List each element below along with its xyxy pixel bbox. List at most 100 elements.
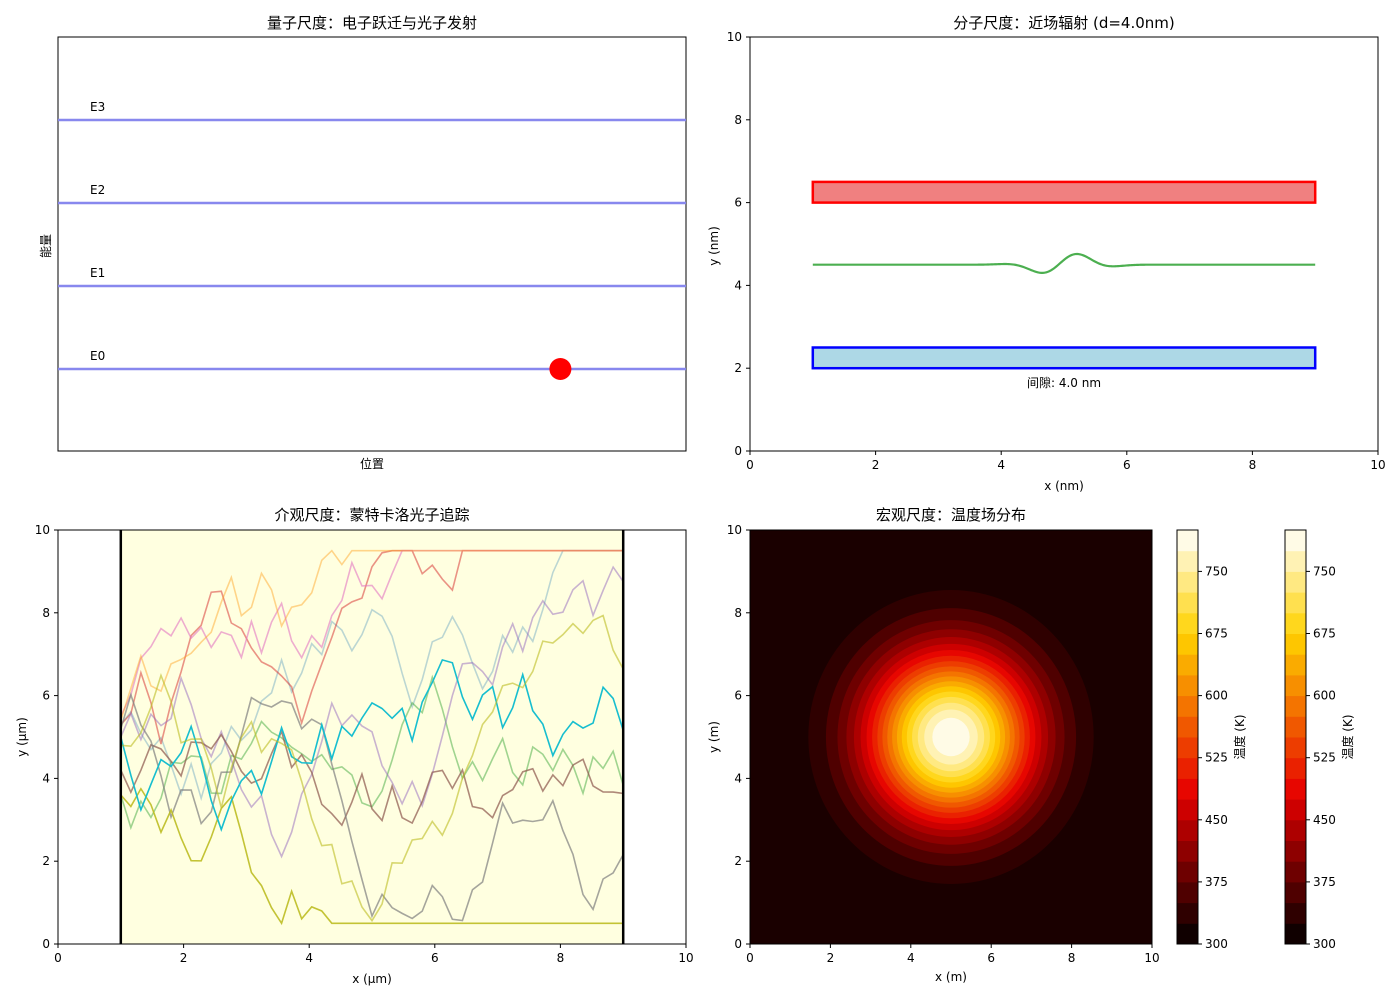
macroscale-ytick-label: 6 [734, 689, 742, 703]
panel-mesoscale-ylabel: y (μm) [15, 717, 29, 757]
photon-path [120, 692, 624, 922]
colorbar-segment [1177, 654, 1198, 676]
colorbar-tick-label: 375 [1205, 875, 1228, 889]
panel-molecular-title: 分子尺度：近场辐射 (d=4.0nm) [953, 14, 1175, 32]
cold-slab [811, 346, 1317, 370]
photon-path [120, 614, 624, 923]
colorbar-segment [1177, 633, 1198, 655]
colorbar-segment [1285, 881, 1306, 904]
colorbar-segment [1177, 592, 1198, 614]
colorbar-segment [1285, 571, 1306, 593]
colorbar-segment [1285, 654, 1306, 676]
mesoscale-xtick-label: 2 [180, 951, 188, 965]
molecular-ytick-label: 4 [734, 278, 742, 292]
mesoscale-ytick-label: 6 [42, 689, 50, 703]
mesoscale-ytick-label: 4 [42, 771, 50, 785]
colorbar-segment [1177, 799, 1198, 821]
colorbar-segment [1285, 778, 1306, 800]
macroscale-ytick-label: 0 [734, 937, 742, 951]
colorbar-frame [1284, 529, 1307, 945]
panel-molecular-xlabel: x (nm) [1044, 479, 1084, 493]
mesoscale-ytick-label: 10 [35, 523, 50, 537]
panel-molecular: 分子尺度：近场辐射 (d=4.0nm) 间隙: 4.0 nm 0 2 4 6 8 10 0 2… [707, 14, 1386, 493]
panel-mesoscale: 介观尺度：蒙特卡洛光子追踪 0 2 4 6 8 10 0 2 4 6 8 10 x (μm) y (μ… [15, 506, 694, 986]
molecular-ytick-label: 10 [727, 30, 742, 44]
colorbar-segment [1285, 716, 1306, 738]
mesoscale-ytick-label: 0 [42, 937, 50, 951]
macroscale-xtick-label: 10 [1144, 951, 1159, 965]
panel-quantum-ylabel: 能量 [39, 234, 53, 258]
colorbar-tick-label: 450 [1313, 813, 1336, 827]
photon-path [120, 658, 624, 832]
colorbar-tick-label: 450 [1205, 813, 1228, 827]
panel-macroscale-border [749, 529, 1153, 945]
colorbar-tick-label: 300 [1205, 937, 1228, 951]
colorbar-segment [1177, 923, 1198, 945]
macroscale-ytick-label: 4 [734, 771, 742, 785]
colorbar-2-label: 温度 (K) [1340, 714, 1355, 759]
colorbar-1: 300 375 450 525 600 675 750 [1176, 529, 1228, 951]
colorbar-segment [1285, 799, 1306, 821]
panel-mesoscale-xlabel: x (μm) [352, 972, 392, 986]
molecular-xtick-label: 10 [1370, 458, 1385, 472]
hot-slab [811, 180, 1317, 204]
medium-region [120, 530, 624, 944]
photon-path [120, 729, 624, 827]
colorbar-segment [1177, 840, 1198, 862]
colorbar-2: 300 375 450 525 600 675 750 [1284, 529, 1336, 951]
colorbar-1-label: 温度 (K) [1232, 714, 1247, 759]
colorbar-tick-label: 750 [1313, 564, 1336, 578]
macroscale-xtick-label: 8 [1068, 951, 1076, 965]
mesoscale-xtick-label: 0 [54, 951, 62, 965]
photon-path [120, 549, 624, 721]
gap-label: 间隙: 4.0 nm [1027, 376, 1101, 390]
colorbar-segment [1177, 530, 1198, 552]
molecular-xtick-label: 8 [1249, 458, 1257, 472]
colorbar-segment [1285, 861, 1306, 883]
mesoscale-xtick-label: 10 [678, 951, 693, 965]
colorbar-segment [1177, 612, 1198, 634]
evanescent-wave [812, 252, 1316, 274]
panel-quantum-title: 量子尺度：电子跃迁与光子发射 [267, 14, 477, 32]
molecular-xtick-label: 2 [872, 458, 880, 472]
colorbar-tick-label: 375 [1313, 875, 1336, 889]
colorbar-tick-label: 675 [1205, 627, 1228, 641]
molecular-ytick-label: 0 [734, 444, 742, 458]
colorbar-segment [1285, 923, 1306, 945]
colorbar-tick-label: 300 [1313, 937, 1336, 951]
colorbar-segment [1285, 530, 1306, 552]
panel-quantum-xlabel: 位置 [360, 456, 384, 471]
energy-level-label: E1 [90, 266, 105, 280]
colorbar-segment [1177, 571, 1198, 593]
macroscale-xtick-label: 0 [746, 951, 754, 965]
colorbar-tick-label: 675 [1313, 627, 1336, 641]
colorbar-segment [1285, 633, 1306, 655]
colorbar-segment [1285, 757, 1306, 779]
panel-molecular-frame [749, 36, 1379, 452]
mesoscale-xtick-label: 4 [305, 951, 313, 965]
mesoscale-ytick-label: 2 [42, 854, 50, 868]
panel-mesoscale-title: 介观尺度：蒙特卡洛光子追踪 [274, 506, 469, 524]
panel-macroscale-ylabel: y (m) [707, 721, 721, 753]
colorbar-segment [1285, 840, 1306, 862]
molecular-ytick-label: 2 [734, 361, 742, 375]
panel-macroscale-xlabel: x (m) [935, 970, 967, 984]
colorbar-tick-label: 600 [1205, 689, 1228, 703]
colorbar-segment [1177, 902, 1198, 924]
panel-quantum: 量子尺度：电子跃迁与光子发射 E0 E1 E2 E3 位置 能量 [39, 14, 687, 471]
colorbar-segment [1285, 695, 1306, 717]
colorbar-segment [1285, 819, 1306, 841]
colorbar-tick-label: 750 [1205, 564, 1228, 578]
macroscale-ytick-label: 10 [727, 523, 742, 537]
colorbar-segment [1285, 737, 1306, 759]
photon-path [120, 549, 624, 802]
colorbar-segment [1177, 550, 1198, 572]
panel-mesoscale-border [57, 529, 687, 945]
energy-level-label: E0 [90, 349, 105, 363]
colorbar-segment [1177, 778, 1198, 800]
panel-quantum-frame [57, 36, 687, 452]
colorbar-segment [1177, 881, 1198, 904]
colorbar-segment [1285, 550, 1306, 572]
panel-molecular-ylabel: y (nm) [707, 226, 721, 266]
